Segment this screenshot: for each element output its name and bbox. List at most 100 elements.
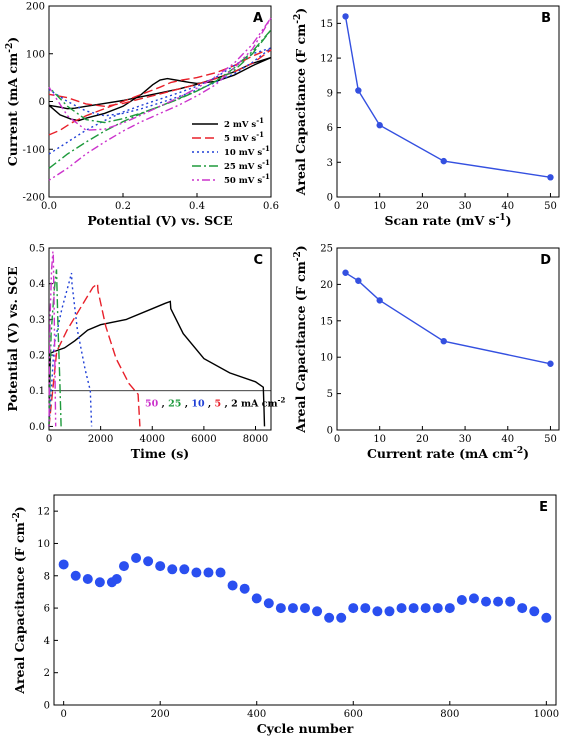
y-tick-label: 6 — [44, 604, 50, 615]
data-point — [82, 574, 93, 584]
x-axis-label-superscript: -1 — [496, 213, 506, 223]
plot-frame — [53, 494, 557, 706]
data-point — [342, 269, 349, 276]
data-point — [312, 606, 323, 617]
plot-frame — [336, 5, 560, 198]
x-tick-label: 600 — [344, 709, 363, 720]
x-axis-label-superscript: -2 — [513, 446, 523, 456]
series-line-4 — [48, 29, 272, 169]
x-tick-label: 0 — [334, 201, 340, 212]
y-axis-label-text: Current (mA cm — [5, 53, 20, 166]
series-line-1 — [344, 16, 551, 178]
x-tick-label: 30 — [459, 201, 472, 212]
data-point — [348, 603, 359, 614]
x-tick-label: 40 — [501, 434, 514, 445]
data-point — [420, 603, 431, 614]
y-axis-label: Areal Capacitance (F cm-2) — [12, 506, 27, 694]
panel-letter: D — [540, 253, 551, 268]
x-tick-label: 20 — [416, 434, 429, 445]
y-tick-label: 0.4 — [29, 279, 45, 290]
x-tick-label: 40 — [501, 201, 514, 212]
y-axis-label-text: Areal Capacitance (F cm — [293, 24, 308, 197]
panel-d: 0 10 20 30 40 50 0 5 10 15 20 25 Current rate (mA cm… — [293, 244, 560, 461]
y-tick-label: 0.5 — [29, 244, 45, 255]
x-tick-label: 10 — [373, 201, 386, 212]
y-axis-label-text: Areal Capacitance (F cm — [293, 261, 308, 434]
data-point — [263, 598, 274, 609]
x-tick-label: 10 — [373, 434, 386, 445]
data-point — [529, 606, 540, 617]
series-line-2 — [48, 49, 272, 136]
data-point — [372, 606, 383, 617]
data-point — [517, 603, 528, 614]
plot-frame — [336, 247, 560, 431]
y-tick-label: 0 — [39, 97, 45, 108]
x-tick-label: 2000 — [88, 434, 113, 445]
legend-entry-text: 25 mV s — [224, 162, 262, 172]
x-tick-label: 0.4 — [189, 201, 205, 212]
data-point — [481, 596, 492, 607]
y-tick-label: -200 — [23, 193, 45, 204]
data-point — [408, 603, 419, 614]
panel-a: 0.0 0.2 0.4 0.6 -200 -100 0 100 200 Potential (V)… — [5, 2, 279, 229]
data-point — [384, 606, 395, 617]
x-tick-label: 400 — [247, 709, 266, 720]
series-line-5 — [48, 251, 57, 427]
y-axis-label-tail: ) — [5, 37, 20, 43]
legend-entry: 25 mV s-1 — [224, 158, 270, 172]
y-axis-label: Areal Capacitance (F cm-2) — [293, 245, 308, 433]
legend-entry-superscript: -1 — [256, 130, 264, 139]
panel-letter: E — [539, 500, 548, 515]
y-tick-label: 12 — [320, 54, 333, 65]
data-point — [167, 564, 178, 575]
series-line-3 — [48, 47, 272, 155]
legend-entry-text: 10 mV s — [224, 148, 262, 158]
y-tick-label: 200 — [26, 2, 45, 13]
x-axis-label: Time (s) — [131, 446, 189, 461]
y-axis-label-superscript: -2 — [293, 251, 303, 261]
data-point — [94, 577, 105, 588]
x-axis-label-tail: ) — [506, 213, 512, 228]
series-line-3 — [48, 272, 93, 427]
data-point — [131, 553, 142, 563]
y-tick-label: 0.3 — [29, 315, 45, 326]
y-tick-label: 6 — [327, 123, 333, 134]
data-point — [440, 157, 447, 165]
data-point — [203, 567, 214, 578]
x-axis-label-text: Scan rate (mV s — [384, 213, 495, 228]
data-point — [376, 122, 383, 129]
rate-annotation-part: , — [181, 399, 191, 410]
y-tick-label: 2 — [44, 668, 50, 679]
y-axis-label: Current (mA cm-2) — [5, 37, 20, 166]
rate-annotation-superscript: -2 — [278, 396, 286, 405]
data-point — [456, 595, 467, 605]
series-line-2 — [48, 282, 141, 427]
y-tick-label: 3 — [327, 158, 333, 169]
x-tick-label: 0.6 — [263, 201, 279, 212]
rate-annotation-part: 5 — [215, 399, 222, 410]
y-tick-label: 10 — [37, 539, 50, 550]
legend-entry: 10 mV s-1 — [224, 144, 270, 158]
data-point — [118, 561, 129, 572]
data-point — [58, 559, 69, 570]
x-tick-label: 50 — [544, 201, 557, 212]
rate-annotation-part: , — [205, 399, 215, 410]
legend-entry-superscript: -1 — [262, 172, 270, 181]
x-axis-label-text: Potential (V) vs. SCE — [87, 213, 232, 228]
rate-annotation-part: , — [158, 399, 168, 410]
y-axis-label-tail: ) — [293, 8, 308, 14]
x-axis-label: Scan rate (mV s-1) — [384, 213, 511, 228]
legend-entry-superscript: -1 — [256, 116, 264, 125]
legend-entry: 50 mV s-1 — [224, 172, 270, 186]
panel-c: 0 2000 4000 6000 8000 0.0 0.1 0.2 0.3 0.4 0.5 Time … — [5, 244, 285, 462]
legend-entry-superscript: -1 — [262, 144, 270, 153]
rate-annotation-part: , 2 mA cm — [221, 399, 277, 410]
x-tick-label: 6000 — [191, 434, 216, 445]
y-axis-label: Potential (V) vs. SCE — [5, 266, 20, 411]
data-point — [275, 603, 286, 614]
series-line-4 — [48, 269, 62, 427]
x-axis-label-text: Cycle number — [257, 721, 354, 736]
y-tick-label: 5 — [327, 389, 333, 400]
data-point — [70, 570, 81, 581]
